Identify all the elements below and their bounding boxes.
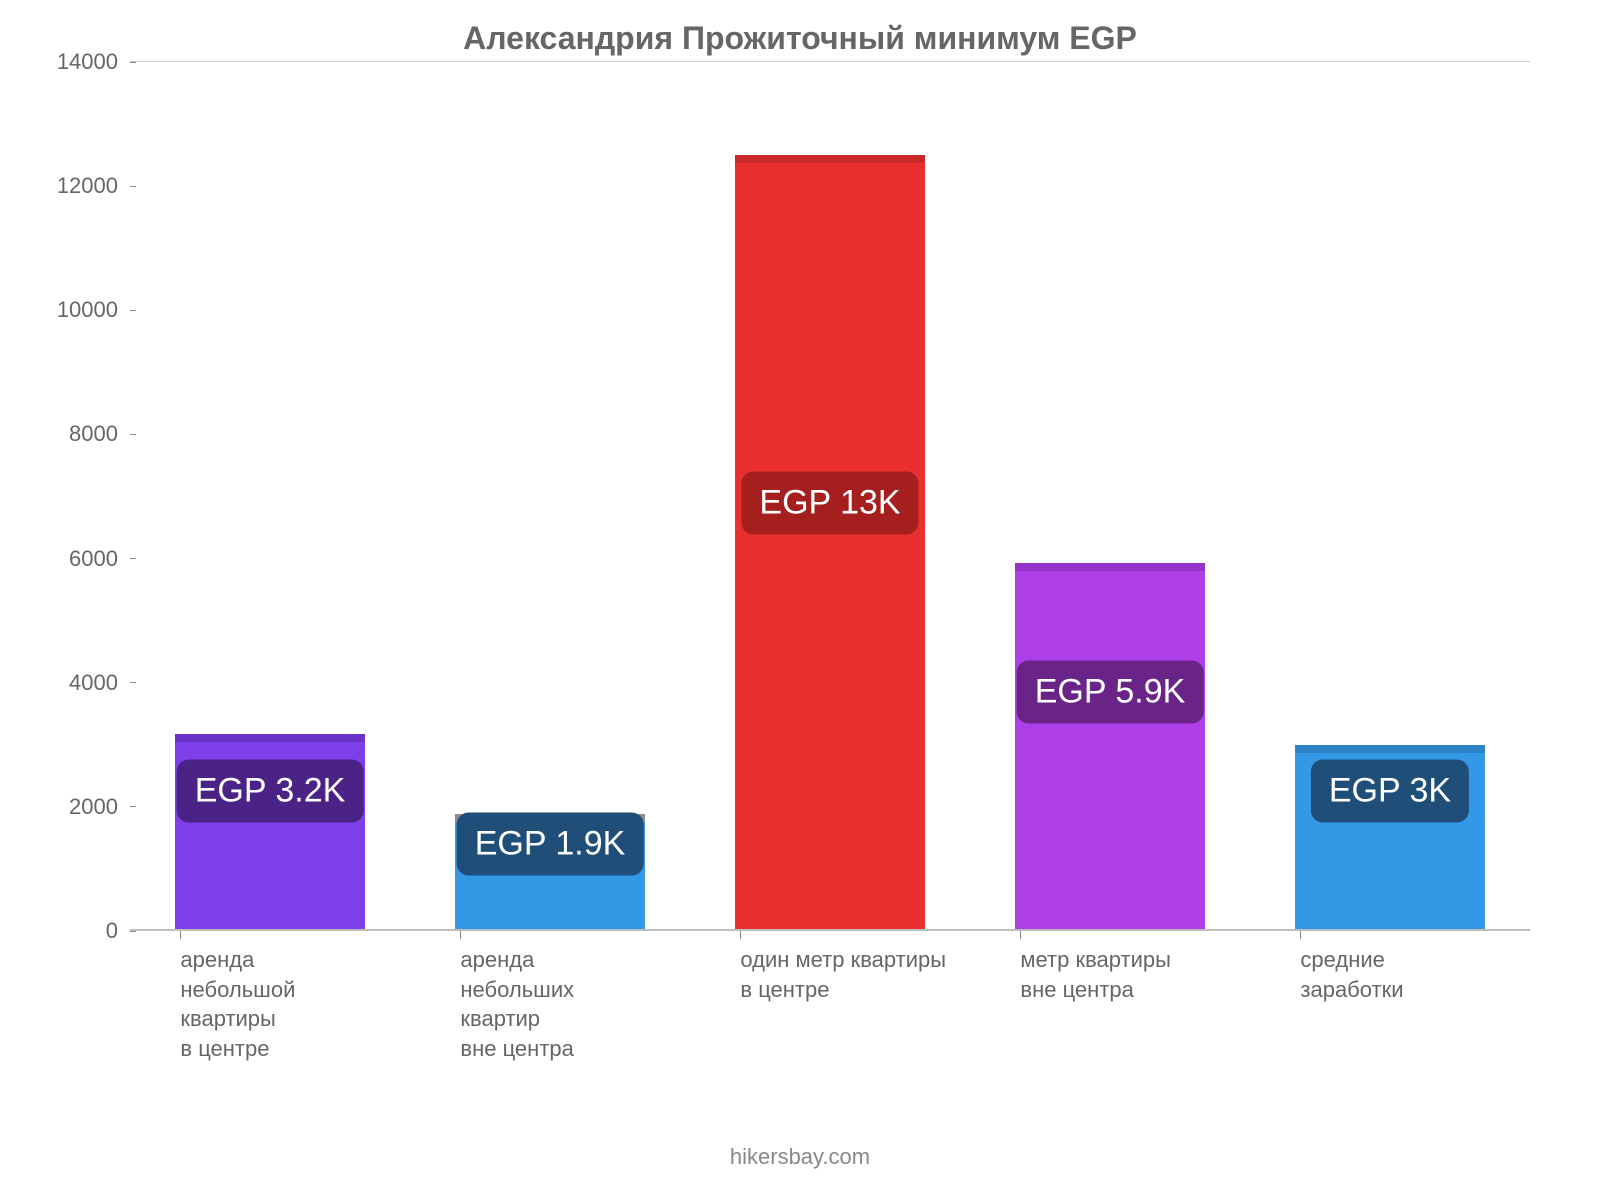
bar xyxy=(735,155,925,931)
y-tick-label: 0 xyxy=(106,918,130,944)
bar-slot: EGP 5.9K xyxy=(970,62,1250,931)
x-tick-mark xyxy=(460,931,461,939)
y-axis: 02000400060008000100001200014000 xyxy=(40,62,130,931)
bar-top-stripe xyxy=(175,734,365,742)
y-tick-label: 2000 xyxy=(69,794,130,820)
x-label-slot: средние заработки xyxy=(1250,945,1530,1064)
y-tick-label: 12000 xyxy=(57,173,130,199)
x-tick-mark xyxy=(1020,931,1021,939)
bar-slot: EGP 3.2K xyxy=(130,62,410,931)
x-axis-labels: аренда небольшой квартиры в центре аренда… xyxy=(130,945,1530,1064)
value-badge: EGP 5.9K xyxy=(1017,661,1204,724)
bar-slot: EGP 3K xyxy=(1250,62,1530,931)
x-label-slot: аренда небольших квартир вне центра xyxy=(410,945,690,1064)
x-tick-mark xyxy=(180,931,181,939)
x-label-slot: метр квартиры вне центра xyxy=(970,945,1250,1064)
y-tick-label: 10000 xyxy=(57,297,130,323)
x-axis-label: метр квартиры вне центра xyxy=(970,945,1171,1064)
bar-top-stripe xyxy=(735,155,925,163)
value-badge: EGP 3K xyxy=(1311,760,1469,823)
x-axis-label: средние заработки xyxy=(1250,945,1404,1064)
x-axis-label: аренда небольшой квартиры в центре xyxy=(130,945,295,1064)
chart-title: Александрия Прожиточный минимум EGP xyxy=(40,20,1560,57)
y-tick-label: 14000 xyxy=(57,49,130,75)
source-text: hikersbay.com xyxy=(0,1144,1600,1170)
bars-group: EGP 3.2K EGP 1.9K EGP 13K EGP 5.9K EGP 3K xyxy=(130,62,1530,931)
x-axis-baseline xyxy=(130,929,1530,931)
chart-container: Александрия Прожиточный минимум EGP 0200… xyxy=(0,0,1600,1200)
x-axis-label: один метр квартиры в центре xyxy=(690,945,946,1064)
value-badge: EGP 1.9K xyxy=(457,813,644,876)
bar-slot: EGP 1.9K xyxy=(410,62,690,931)
plot-area: 02000400060008000100001200014000 EGP 3.2… xyxy=(130,61,1530,931)
bar-top-stripe xyxy=(1295,745,1485,753)
x-axis-label: аренда небольших квартир вне центра xyxy=(410,945,574,1064)
x-label-slot: один метр квартиры в центре xyxy=(690,945,970,1064)
value-badge: EGP 3.2K xyxy=(177,760,364,823)
value-badge: EGP 13K xyxy=(741,471,918,534)
y-tick-label: 4000 xyxy=(69,670,130,696)
bar-top-stripe xyxy=(1015,563,1205,571)
y-tick-label: 6000 xyxy=(69,546,130,572)
bar-slot: EGP 13K xyxy=(690,62,970,931)
x-tick-mark xyxy=(1300,931,1301,939)
x-tick-mark xyxy=(740,931,741,939)
bar xyxy=(1015,563,1205,931)
x-label-slot: аренда небольшой квартиры в центре xyxy=(130,945,410,1064)
y-tick-label: 8000 xyxy=(69,421,130,447)
